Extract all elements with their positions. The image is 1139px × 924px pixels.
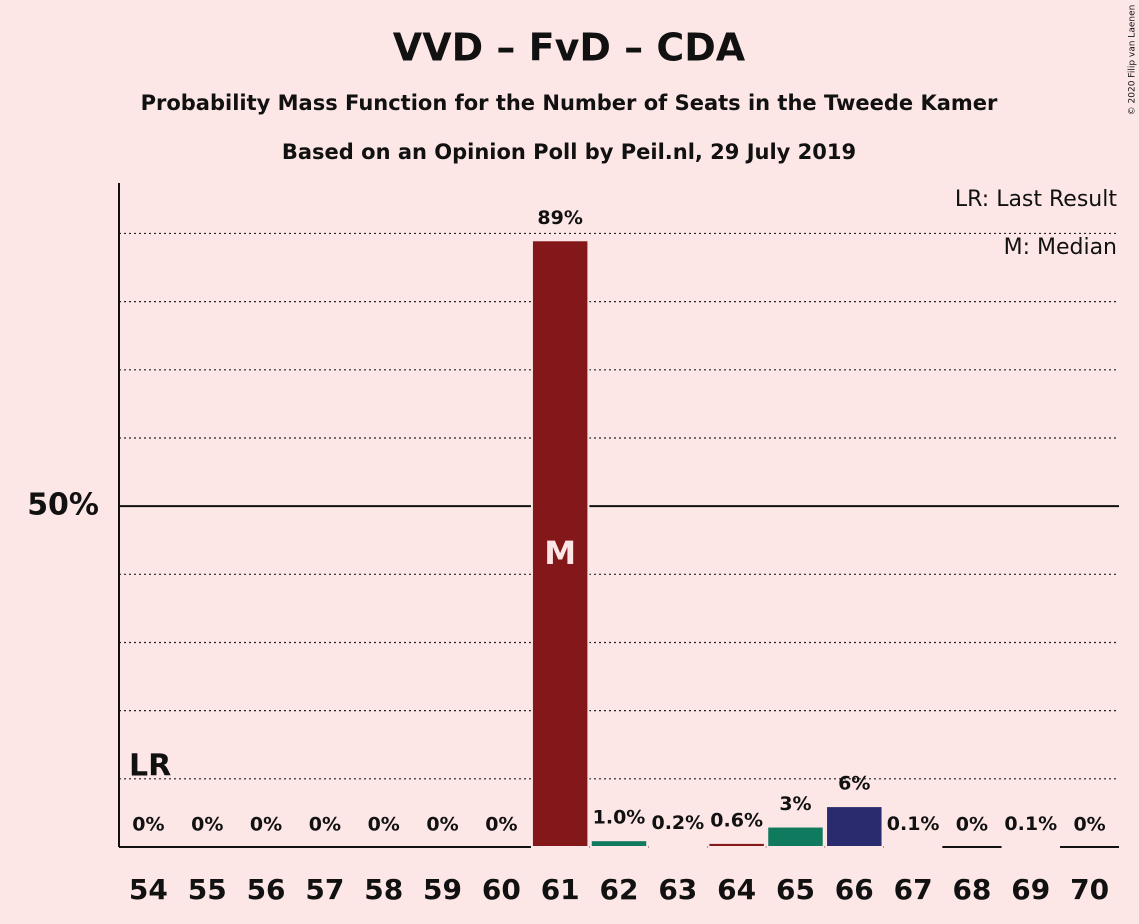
bar (825, 805, 884, 848)
bar (589, 839, 649, 848)
copyright: © 2020 Filip van Laenen (1128, 5, 1138, 116)
bar (1001, 845, 1061, 849)
x-tick-label: 67 (894, 873, 933, 906)
x-tick-label: 68 (952, 873, 991, 906)
legend-entry: M: Median (1004, 235, 1117, 260)
x-tick-label: 65 (776, 873, 815, 906)
x-tick-label: 57 (305, 873, 344, 906)
x-tick-label: 56 (247, 873, 286, 906)
value-label: 0.1% (887, 813, 940, 835)
chart-title: VVD – FvD – CDA (393, 26, 746, 70)
x-tick-label: 63 (658, 873, 697, 906)
x-tick-label: 66 (835, 873, 874, 906)
value-label: 89% (537, 207, 582, 229)
value-label: 0% (191, 814, 223, 836)
x-tick-label: 59 (423, 873, 462, 906)
x-tick-label: 58 (364, 873, 403, 906)
value-label: 0% (132, 814, 164, 836)
value-label: 0% (309, 814, 341, 836)
x-tick-label: 62 (600, 873, 639, 906)
x-tick-label: 69 (1011, 873, 1050, 906)
y-tick-label: 50% (27, 488, 99, 523)
value-label: 0% (426, 814, 458, 836)
x-tick-label: 61 (541, 873, 580, 906)
value-label: 0% (368, 814, 400, 836)
value-label: 0% (250, 814, 282, 836)
annotation: LR (129, 749, 171, 784)
value-label: 1.0% (593, 807, 646, 829)
annotation: M (544, 534, 576, 572)
x-tick-label: 60 (482, 873, 521, 906)
value-label: 0% (956, 814, 988, 836)
bar (766, 825, 825, 849)
x-tick-label: 55 (188, 873, 227, 906)
legend-entry: LR: Last Result (955, 187, 1117, 212)
x-tick-label: 70 (1070, 873, 1109, 906)
value-label: 0.6% (710, 809, 763, 831)
value-label: 0% (1073, 814, 1105, 836)
chart-subtitle: Probability Mass Function for the Number… (141, 91, 998, 115)
x-tick-label: 54 (129, 873, 168, 906)
bar (648, 844, 708, 848)
bar (530, 239, 590, 848)
x-tick-label: 64 (717, 873, 756, 906)
value-label: 6% (838, 773, 870, 795)
chart-subtitle: Based on an Opinion Poll by Peil.nl, 29 … (282, 140, 856, 164)
value-label: 3% (779, 793, 811, 815)
value-label: 0.1% (1004, 813, 1057, 835)
value-label: 0.2% (651, 812, 704, 834)
bar (883, 845, 943, 849)
bar (707, 841, 766, 849)
value-label: 0% (485, 814, 517, 836)
